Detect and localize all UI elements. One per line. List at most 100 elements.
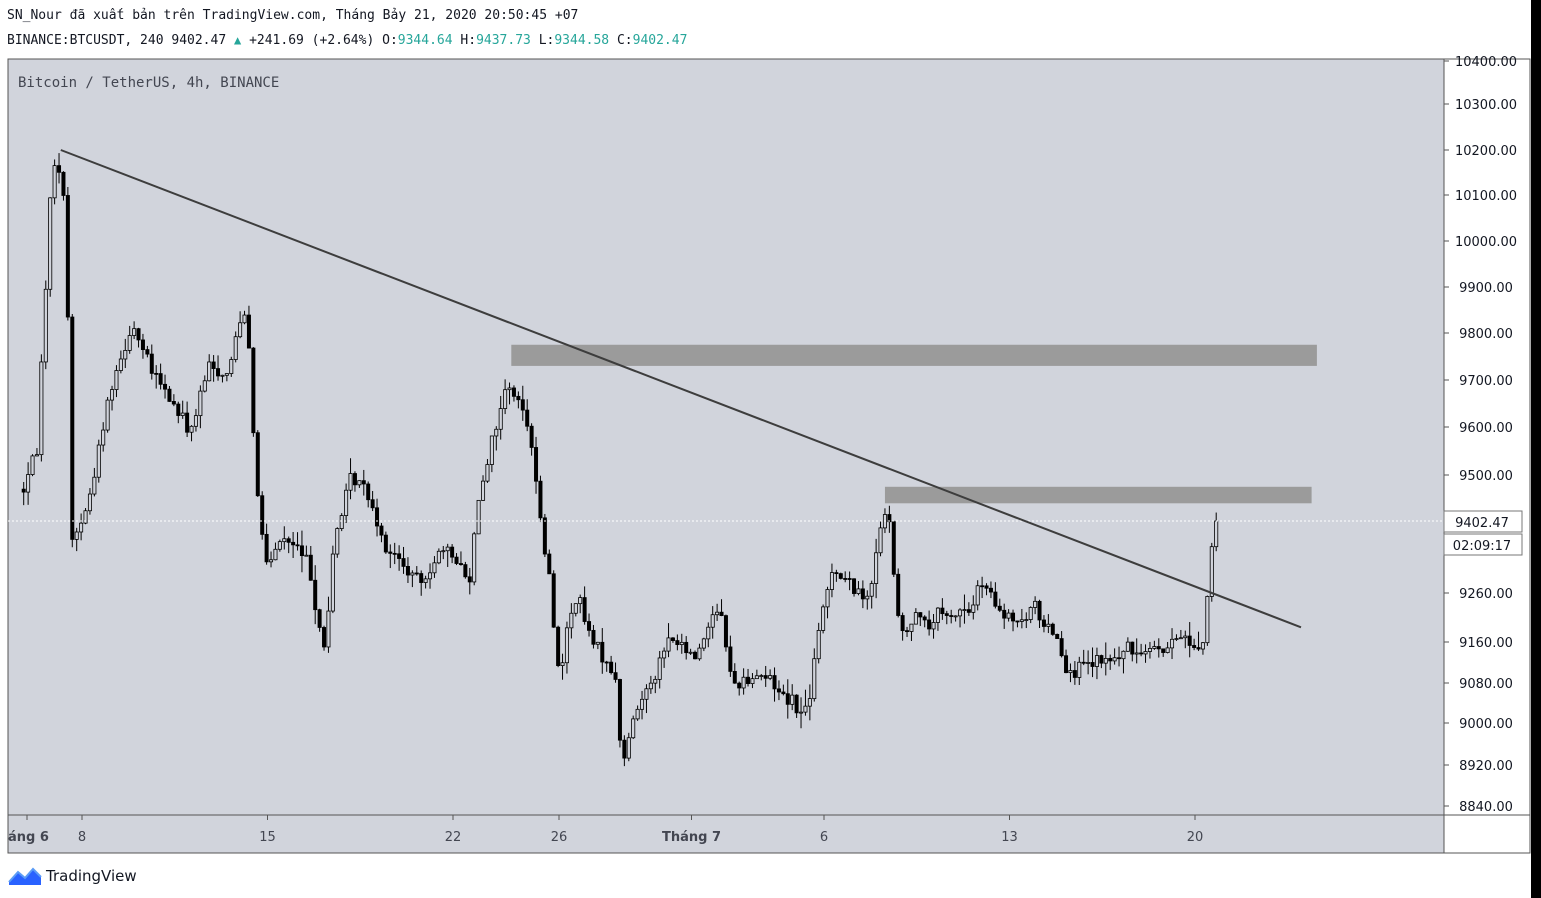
candle-body-up bbox=[1086, 662, 1091, 664]
candle-body-up bbox=[507, 387, 512, 391]
candle-body-down bbox=[154, 372, 159, 375]
candle-body-down bbox=[547, 553, 552, 575]
candle-body-down bbox=[763, 675, 768, 679]
candle-body-up bbox=[344, 489, 349, 516]
candle-body-down bbox=[781, 691, 786, 695]
candle-body-up bbox=[273, 548, 278, 561]
candle-body-up bbox=[503, 389, 508, 409]
candle-body-down bbox=[251, 347, 256, 434]
candle-body-down bbox=[1187, 635, 1192, 646]
candle-body-down bbox=[57, 165, 62, 173]
time-axis-area[interactable] bbox=[8, 815, 1444, 853]
price-tick-label: 8920.00 bbox=[1459, 759, 1513, 774]
time-tick-label: 13 bbox=[1001, 830, 1018, 845]
candle-body-up bbox=[1103, 657, 1108, 664]
candle-body-up bbox=[821, 606, 826, 631]
candle-body-down bbox=[1081, 661, 1086, 664]
candle-body-down bbox=[551, 573, 556, 628]
candle-body-down bbox=[852, 578, 857, 594]
price-tick-label: 8840.00 bbox=[1459, 800, 1513, 815]
candle-body-up bbox=[715, 611, 720, 616]
candle-body-down bbox=[617, 679, 622, 741]
resistance-zone-1[interactable] bbox=[511, 344, 1317, 366]
price-axis-area[interactable] bbox=[1444, 59, 1530, 853]
chart-symbol-label: Bitcoin / TetherUS, 4h, BINANCE bbox=[18, 75, 279, 91]
candle-body-down bbox=[140, 339, 145, 350]
candle-body-down bbox=[847, 578, 852, 580]
open-value: 9344.64 bbox=[397, 33, 453, 48]
price-tick-label: 9700.00 bbox=[1459, 374, 1513, 389]
candle-body-up bbox=[494, 428, 499, 437]
candle-body-down bbox=[1011, 612, 1016, 622]
candle-body-down bbox=[997, 605, 1002, 611]
candle-body-up bbox=[644, 688, 649, 700]
candle-body-down bbox=[582, 597, 587, 622]
time-tick-label: 6 bbox=[820, 830, 828, 845]
price-tick-label: 9000.00 bbox=[1459, 717, 1513, 732]
candle-body-down bbox=[600, 641, 605, 663]
candle-body-up bbox=[741, 676, 746, 689]
up-triangle-icon: ▲ bbox=[234, 33, 242, 47]
candle-body-up bbox=[92, 476, 97, 495]
candle-body-up bbox=[189, 425, 194, 433]
candle-body-down bbox=[591, 629, 596, 645]
candle-body-up bbox=[803, 705, 808, 713]
chart-area[interactable] bbox=[8, 59, 1444, 815]
candle-body-up bbox=[335, 528, 340, 555]
candle-body-up bbox=[1214, 520, 1219, 548]
candle-body-down bbox=[414, 572, 419, 575]
candle-body-down bbox=[732, 671, 737, 684]
candle-body-down bbox=[379, 525, 384, 536]
time-tick-label: áng 6 bbox=[8, 830, 49, 845]
candle-body-up bbox=[812, 658, 817, 700]
candle-body-up bbox=[220, 374, 225, 377]
candle-body-up bbox=[238, 322, 243, 338]
candle-body-up bbox=[869, 583, 874, 597]
price-tick-label: 9260.00 bbox=[1459, 587, 1513, 602]
candle-body-up bbox=[339, 515, 344, 529]
candle-body-up bbox=[626, 737, 631, 759]
time-axis-ticks: áng 6 8 15 22 26 Tháng 7 6 13 20 bbox=[8, 815, 1203, 845]
candle-body-up bbox=[110, 389, 115, 401]
candle-body-up bbox=[428, 572, 433, 580]
candle-body-down bbox=[675, 640, 680, 645]
candle-body-down bbox=[542, 517, 547, 555]
candle-body-up bbox=[1170, 638, 1175, 649]
candle-body-up bbox=[958, 609, 963, 617]
candle-body-up bbox=[666, 637, 671, 652]
candle-body-down bbox=[419, 573, 424, 583]
candle-body-up bbox=[1094, 655, 1099, 667]
candle-body-up bbox=[975, 585, 980, 606]
candle-body-down bbox=[525, 409, 530, 427]
price-tick-label: 10300.00 bbox=[1455, 98, 1517, 113]
candle-body-down bbox=[286, 538, 291, 543]
candle-body-down bbox=[516, 395, 521, 401]
candle-body-up bbox=[30, 455, 35, 475]
price-chart[interactable]: 10400.00 10300.00 10200.00 10100.00 10000.00… bbox=[0, 0, 1531, 860]
candle-body-down bbox=[918, 612, 923, 618]
candle-body-up bbox=[118, 358, 123, 371]
candle-body-down bbox=[216, 368, 221, 377]
candle-body-down bbox=[1059, 638, 1064, 657]
candle-body-down bbox=[719, 611, 724, 617]
symbol-label: BINANCE:BTCUSDT, 240 bbox=[7, 33, 164, 48]
resistance-zone-2[interactable] bbox=[884, 486, 1312, 504]
candle-body-up bbox=[1006, 612, 1011, 619]
candle-body-up bbox=[43, 288, 48, 363]
candles bbox=[21, 153, 1219, 767]
candle-body-up bbox=[825, 589, 830, 608]
candle-body-down bbox=[609, 661, 614, 674]
candle-body-up bbox=[1209, 546, 1214, 597]
tradingview-brand[interactable]: TradingView bbox=[8, 866, 137, 886]
candle-body-up bbox=[953, 615, 958, 618]
candle-body-down bbox=[843, 578, 848, 580]
candle-body-up bbox=[1143, 651, 1148, 655]
trendline[interactable] bbox=[60, 149, 1302, 629]
open-label: O: bbox=[382, 33, 398, 48]
candle-body-down bbox=[264, 533, 269, 563]
candle-body-up bbox=[498, 408, 503, 430]
candle-body-up bbox=[1147, 648, 1152, 652]
price-tick-label: 9900.00 bbox=[1459, 281, 1513, 296]
candle-body-up bbox=[697, 647, 702, 660]
candle-body-up bbox=[816, 630, 821, 660]
